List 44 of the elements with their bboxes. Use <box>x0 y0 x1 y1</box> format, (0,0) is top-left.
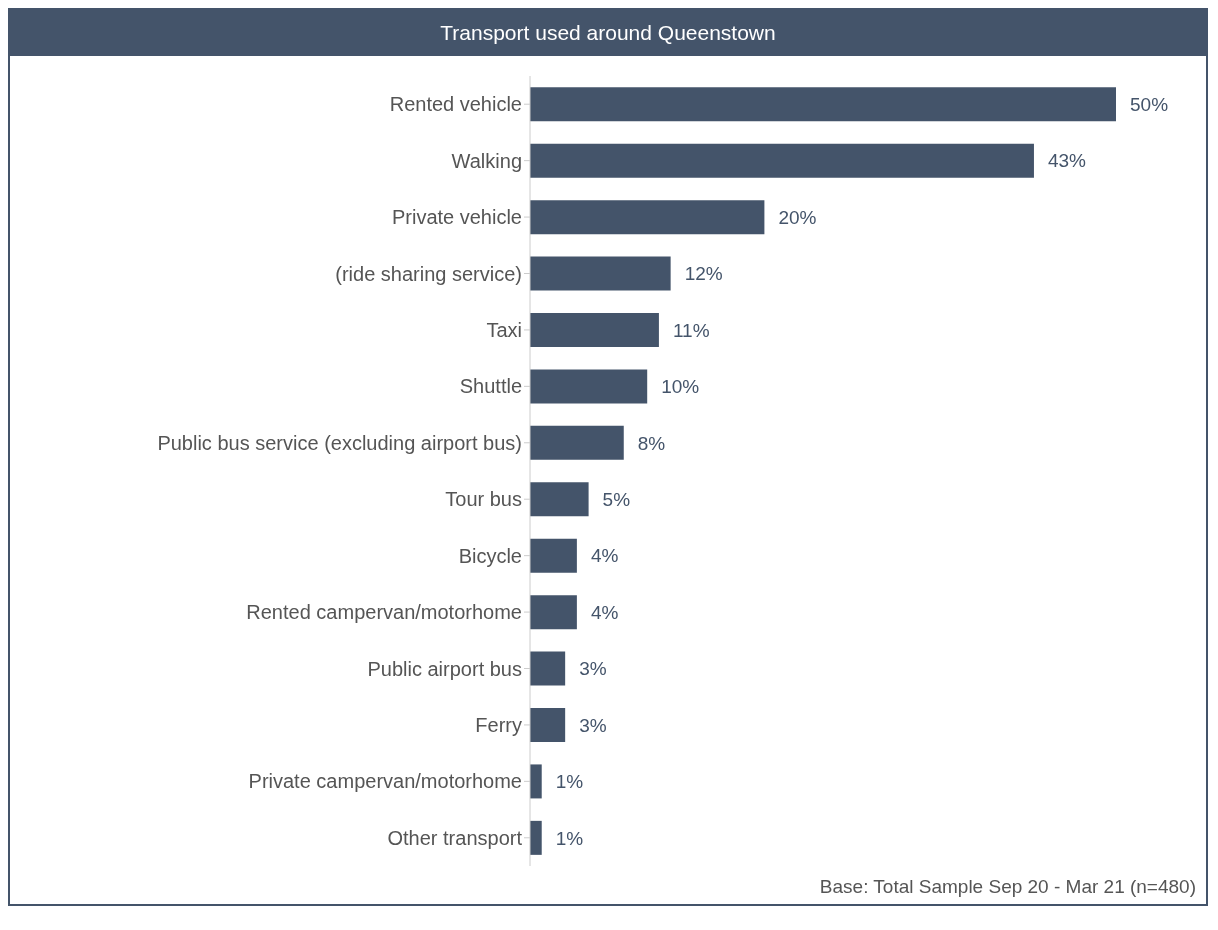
bar <box>530 651 566 686</box>
text: Base: Total Sample Sep 20 - Mar 21 (n=480) <box>818 876 1197 899</box>
bar <box>530 256 671 291</box>
bar <box>530 764 542 799</box>
data-label: 3% <box>579 714 607 736</box>
data-label: 20% <box>778 206 817 228</box>
data-label: 4% <box>590 601 619 623</box>
y-tick-label: Ferry <box>475 714 522 737</box>
bar <box>530 482 589 517</box>
data-label: 12% <box>684 263 723 285</box>
data-label: 8% <box>637 432 666 454</box>
bar <box>530 538 577 573</box>
data-label: 1% <box>555 771 584 793</box>
bar <box>530 200 765 235</box>
data-label: 4% <box>590 545 619 567</box>
y-tick-label: Rented campervan/motorhome <box>246 601 522 624</box>
y-tick-label: Shuttle <box>459 375 522 398</box>
data-label: 43% <box>1047 150 1087 172</box>
bar <box>530 313 659 347</box>
y-tick-label: Rented vehicle <box>389 93 522 116</box>
y-tick-label: Private vehicle <box>391 206 522 229</box>
y-tick-label: Private campervan/motorhome <box>248 770 522 793</box>
data-label: 11% <box>672 319 710 341</box>
data-label: 3% <box>579 658 607 680</box>
bar <box>530 820 542 855</box>
chart-title: Transport used around Queenstown <box>10 10 1206 56</box>
data-label: 5% <box>602 489 631 511</box>
data-label: 50% <box>1130 94 1169 116</box>
bar <box>530 369 648 404</box>
y-tick-label: Public airport bus <box>367 657 522 680</box>
y-tick-label: Other transport <box>387 826 523 849</box>
y-tick-label: Walking <box>451 149 522 172</box>
bar <box>530 143 1034 178</box>
bar <box>530 87 1116 122</box>
bar <box>530 595 577 630</box>
y-tick-label: Public bus service (excluding airport bus) <box>157 431 522 454</box>
y-tick-label: Taxi <box>486 319 522 342</box>
bar <box>530 425 624 460</box>
data-label: 10% <box>661 376 700 398</box>
data-label: 1% <box>555 827 584 849</box>
y-tick-label: Bicycle <box>458 544 522 567</box>
y-tick-label: Tour bus <box>445 488 522 511</box>
y-tick-label: (ride sharing service) <box>335 262 522 285</box>
bar <box>530 708 566 742</box>
